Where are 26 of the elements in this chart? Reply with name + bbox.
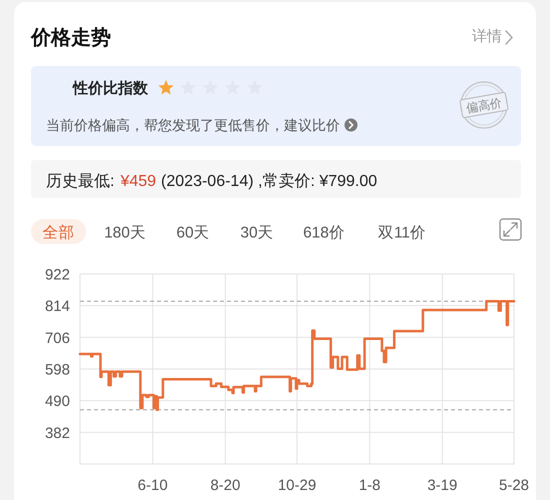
text: 当前价格偏高，帮您发现了更低售价，建议比价 <box>46 117 340 133</box>
text: 618价 <box>303 224 345 242</box>
y-tick-label: 706 <box>44 330 70 347</box>
text: 全部 <box>42 224 74 242</box>
text: 详情 <box>472 28 502 45</box>
text: 60天 <box>176 224 210 242</box>
x-tick-label: 8-20 <box>210 477 240 494</box>
x-tick-label: 3-19 <box>427 477 458 494</box>
text: (2023-06-14) ,常卖价: ¥799.00 <box>161 172 378 190</box>
x-tick-label: 5-28 <box>498 477 530 494</box>
text: ¥459 <box>119 173 156 190</box>
text: 30天 <box>240 224 274 242</box>
x-tick-label: 10-29 <box>278 477 316 494</box>
x-tick-label: 1-8 <box>358 477 381 494</box>
y-tick-label: 922 <box>44 266 70 284</box>
y-tick-label: 382 <box>44 424 70 442</box>
y-tick-label: 814 <box>44 298 70 316</box>
chart-title: 价格走势 <box>30 27 111 49</box>
x-tick-label: 6-10 <box>138 477 168 494</box>
text: 双11价 <box>378 224 426 242</box>
text: 性价比指数 <box>72 80 149 97</box>
y-tick-label: 598 <box>44 362 70 378</box>
text: 历史最低: <box>46 172 114 190</box>
text: 180天 <box>104 224 146 242</box>
text: 偏高价 <box>465 95 504 116</box>
y-tick-label: 490 <box>44 393 70 410</box>
